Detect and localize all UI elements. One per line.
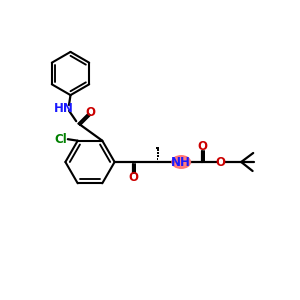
Text: HN: HN bbox=[54, 102, 74, 115]
Ellipse shape bbox=[172, 156, 190, 168]
Text: O: O bbox=[197, 140, 207, 154]
Text: O: O bbox=[128, 171, 138, 184]
Text: O: O bbox=[85, 106, 95, 119]
Text: Cl: Cl bbox=[55, 133, 68, 146]
Text: NH: NH bbox=[171, 155, 191, 169]
Text: O: O bbox=[216, 155, 226, 169]
